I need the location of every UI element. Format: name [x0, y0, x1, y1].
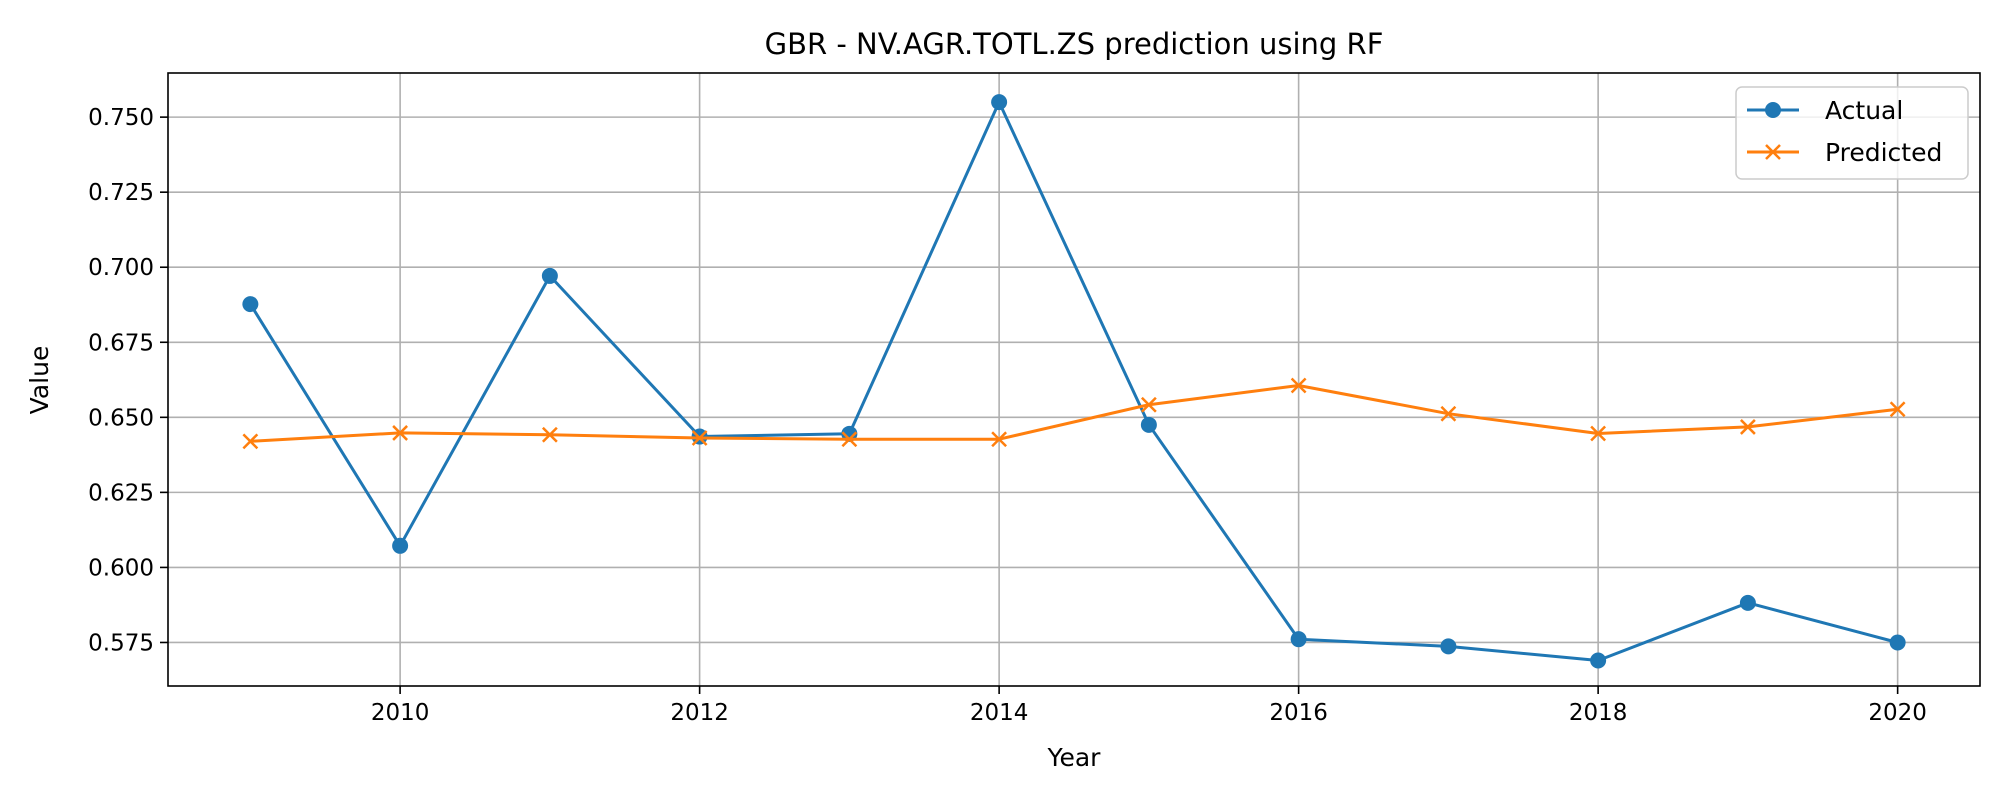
x-tick-label: 2014 — [970, 700, 1029, 726]
data-point-actual — [1739, 594, 1756, 611]
series-predicted — [242, 377, 1906, 450]
data-point-actual — [1440, 638, 1457, 655]
y-tick-label: 0.750 — [88, 105, 154, 131]
data-point-predicted — [691, 430, 708, 446]
data-point-actual — [242, 296, 259, 313]
data-point-actual — [392, 537, 409, 554]
data-point-actual — [991, 94, 1008, 111]
data-point-predicted — [1590, 425, 1607, 442]
x-tick-label: 2018 — [1569, 700, 1628, 726]
x-axis-label: Year — [1047, 743, 1102, 772]
series-line-predicted — [250, 384, 1898, 443]
data-point-actual — [1290, 631, 1307, 648]
legend-marker-predicted — [1765, 144, 1781, 160]
y-tick-label: 0.725 — [88, 180, 154, 206]
series-line-actual — [249, 100, 1898, 662]
data-point-predicted — [1739, 419, 1756, 435]
y-tick-label: 0.650 — [88, 405, 154, 431]
plot-frame — [167, 72, 1981, 687]
x-tick-label: 2010 — [371, 700, 430, 726]
data-point-predicted — [1290, 377, 1307, 394]
chart-title: GBR - NV.AGR.TOTL.ZS prediction using RF — [765, 27, 1384, 61]
x-tick-label: 2012 — [670, 700, 729, 726]
legend-marker-actual — [1765, 102, 1781, 118]
y-axis: 0.575 0.600 0.625 0.650 0.675 0.700 0.725 0.750 — [88, 105, 168, 656]
data-point-actual — [1889, 634, 1906, 651]
y-axis-label: Value — [25, 346, 54, 415]
x-tick-label: 2020 — [1868, 700, 1927, 726]
legend: Actual Predicted — [1735, 86, 1969, 180]
legend-label-predicted: Predicted — [1825, 138, 1942, 167]
x-axis: 2010 2012 2014 2016 2018 2020 — [371, 686, 1927, 726]
series-layer — [242, 94, 1906, 669]
data-point-actual — [1140, 416, 1157, 433]
data-point-predicted — [242, 433, 259, 450]
x-tick-label: 2016 — [1269, 700, 1328, 726]
data-point-predicted — [1140, 396, 1157, 413]
y-tick-label: 0.600 — [88, 555, 154, 581]
y-tick-label: 0.700 — [88, 255, 154, 281]
grid — [168, 73, 1980, 686]
data-point-predicted — [1889, 401, 1906, 418]
data-point-predicted — [991, 431, 1008, 448]
data-point-predicted — [1440, 405, 1457, 422]
legend-label-actual: Actual — [1825, 96, 1903, 125]
plot-area — [168, 73, 1980, 686]
y-tick-label: 0.575 — [88, 630, 154, 656]
y-tick-label: 0.675 — [88, 330, 154, 356]
data-point-actual — [541, 267, 558, 284]
data-point-predicted — [541, 426, 558, 443]
data-point-predicted — [841, 431, 858, 448]
y-tick-label: 0.625 — [88, 480, 154, 506]
data-point-actual — [1590, 652, 1607, 669]
data-point-predicted — [392, 425, 408, 441]
